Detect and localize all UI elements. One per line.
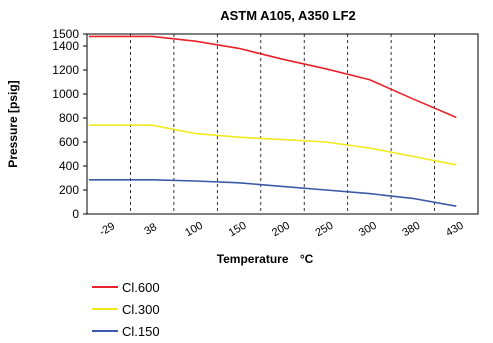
series-line-cl150 — [89, 179, 457, 207]
x-tick-label: 150 — [227, 220, 249, 240]
y-tick-label: 1400 — [52, 39, 79, 53]
y-tick-label: 600 — [59, 135, 79, 149]
y-tick-label: 0 — [72, 207, 79, 221]
x-tick-label: -29 — [97, 220, 117, 238]
y-tick-label: 800 — [59, 111, 79, 125]
y-tick-label: 1500 — [52, 27, 79, 41]
legend-swatch — [92, 308, 118, 310]
plot-frame — [86, 33, 479, 215]
series-line-cl300 — [89, 124, 457, 166]
x-tick-label: 100 — [183, 220, 205, 240]
legend-label: Cl.300 — [122, 301, 160, 317]
x-tick-label: 300 — [357, 220, 379, 240]
x-tick-label: 430 — [444, 220, 466, 240]
chart-legend: Cl.600 Cl.300 Cl.150 — [92, 276, 160, 342]
legend-label: Cl.600 — [122, 279, 160, 295]
chart-title: ASTM A105, A350 LF2 — [220, 8, 356, 23]
y-tick-label: 400 — [59, 159, 79, 173]
y-tick-label: 1200 — [52, 63, 79, 77]
legend-item: Cl.150 — [92, 320, 160, 342]
series-line-cl600 — [89, 35, 457, 119]
y-tick-label: 200 — [59, 183, 79, 197]
legend-swatch — [92, 286, 118, 288]
x-tick-label: 250 — [313, 220, 335, 240]
legend-item: Cl.300 — [92, 298, 160, 320]
x-axis-ticks: -29 38 100 150 200 250 300 380 430 — [97, 220, 465, 240]
y-axis-title: Pressure [psig] — [6, 80, 20, 167]
legend-label: Cl.150 — [122, 323, 160, 339]
x-tick-label: 200 — [270, 220, 292, 240]
y-tick-label: 1000 — [52, 87, 79, 101]
series-lines — [89, 35, 457, 207]
x-axis-title-text: Temperature — [217, 252, 289, 266]
x-axis-title: Temperature °C — [217, 252, 314, 266]
x-axis-title-unit: °C — [300, 252, 314, 266]
legend-swatch — [92, 330, 118, 332]
x-tick-label: 380 — [400, 220, 422, 240]
legend-item: Cl.600 — [92, 276, 160, 298]
x-tick-label: 38 — [142, 221, 159, 238]
